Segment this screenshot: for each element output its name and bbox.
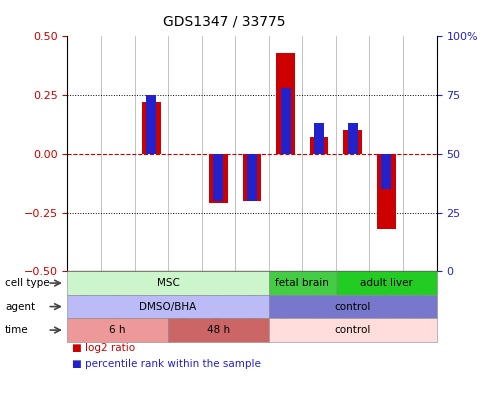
Text: MSC: MSC [157, 278, 180, 288]
Text: ■ log2 ratio: ■ log2 ratio [72, 343, 136, 353]
Text: control: control [334, 325, 371, 335]
Bar [146, 95, 156, 154]
Text: 6 h: 6 h [109, 325, 126, 335]
Text: adult liver: adult liver [360, 278, 413, 288]
Bar [142, 102, 161, 154]
Bar [343, 130, 362, 154]
Bar [280, 88, 290, 154]
Text: fetal brain: fetal brain [275, 278, 329, 288]
Bar [314, 124, 324, 154]
Bar [348, 124, 358, 154]
Bar [310, 137, 328, 154]
Text: cell type: cell type [5, 278, 49, 288]
Bar [377, 154, 396, 229]
Text: DMSO/BHA: DMSO/BHA [139, 302, 197, 311]
Text: time: time [5, 325, 28, 335]
Bar [247, 154, 257, 201]
Text: ■ percentile rank within the sample: ■ percentile rank within the sample [72, 359, 261, 369]
Bar [276, 53, 295, 154]
Text: 48 h: 48 h [207, 325, 230, 335]
Text: GDS1347 / 33775: GDS1347 / 33775 [163, 14, 286, 28]
Bar [381, 154, 391, 189]
Text: control: control [334, 302, 371, 311]
Text: agent: agent [5, 302, 35, 311]
Bar [214, 154, 224, 201]
Bar [209, 154, 228, 203]
Bar [243, 154, 261, 201]
